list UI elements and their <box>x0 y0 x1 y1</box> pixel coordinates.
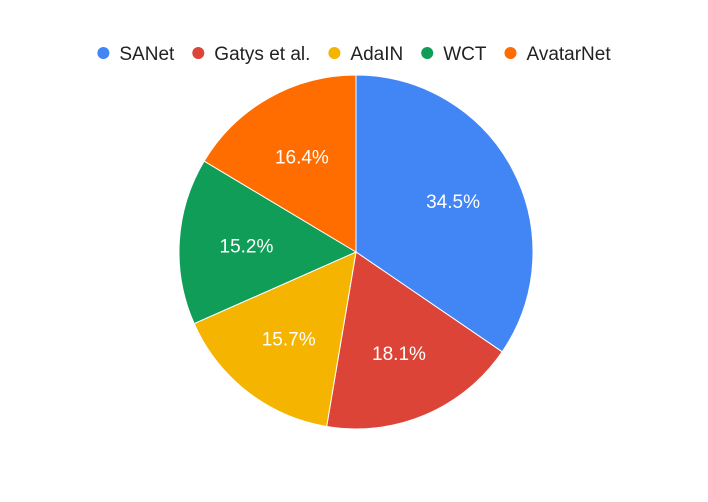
pie-slice-labels: 34.5% 18.1% 15.7% 15.2% 16.4% <box>220 148 481 365</box>
pie-slice-gatys-et-al <box>326 251 503 430</box>
pie-slices <box>178 74 534 430</box>
slice-label-sanet: 34.5% <box>426 192 480 213</box>
legend-label-sanet: SANet <box>119 44 175 65</box>
legend-label-wct: WCT <box>443 44 487 65</box>
slice-label-wct: 15.2% <box>220 236 274 257</box>
legend-item-sanet: SANet <box>97 44 175 65</box>
legend-item-adain: AdaIN <box>328 44 403 65</box>
legend-swatch-avatarnet <box>504 47 517 59</box>
legend: SANet Gatys et al. AdaIN WCT AvatarNet <box>97 44 611 65</box>
slice-label-adain: 15.7% <box>262 330 316 351</box>
pie-slice-wct <box>178 160 358 325</box>
pie-slice-sanet <box>355 74 534 353</box>
slice-label-avatarnet: 16.4% <box>275 148 329 169</box>
legend-swatch-wct <box>421 47 434 59</box>
legend-label-adain: AdaIN <box>350 44 403 65</box>
legend-label-gatys-et-al: Gatys et al. <box>214 44 310 65</box>
legend-label-avatarnet: AvatarNet <box>526 44 611 65</box>
legend-swatch-sanet <box>97 47 110 59</box>
legend-item-avatarnet: AvatarNet <box>504 44 611 65</box>
legend-swatch-adain <box>328 47 341 59</box>
legend-item-gatys-et-al: Gatys et al. <box>192 44 310 65</box>
slice-label-gatys-et-al: 18.1% <box>372 344 426 365</box>
legend-swatch-gatys-et-al <box>192 47 205 59</box>
pie-slice-avatarnet <box>203 74 357 253</box>
pie-slice-adain <box>193 251 357 428</box>
legend-item-wct: WCT <box>421 44 487 65</box>
